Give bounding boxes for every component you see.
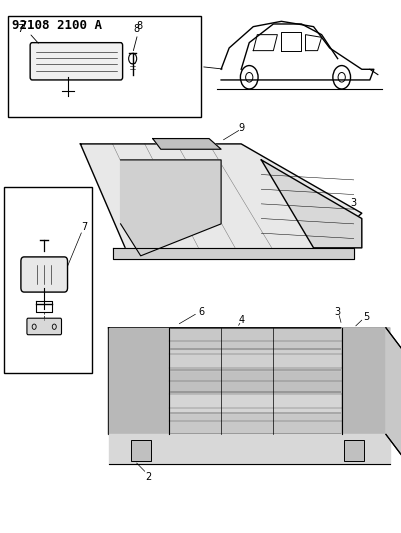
Polygon shape xyxy=(80,144,361,256)
Polygon shape xyxy=(120,160,221,256)
FancyBboxPatch shape xyxy=(27,318,61,335)
Text: 6: 6 xyxy=(197,307,204,317)
Text: 4: 4 xyxy=(237,315,244,325)
Text: 7: 7 xyxy=(20,21,38,43)
Bar xyxy=(4,187,92,373)
Polygon shape xyxy=(152,139,221,149)
Bar xyxy=(8,16,200,117)
Text: 7: 7 xyxy=(81,222,87,231)
Polygon shape xyxy=(108,328,168,434)
Text: 9: 9 xyxy=(237,123,244,133)
Text: 92108 2100 A: 92108 2100 A xyxy=(12,19,102,31)
Bar xyxy=(130,440,150,461)
FancyBboxPatch shape xyxy=(30,43,122,80)
Polygon shape xyxy=(341,328,389,434)
Text: 3: 3 xyxy=(350,198,356,207)
FancyBboxPatch shape xyxy=(21,257,67,292)
Polygon shape xyxy=(261,160,361,248)
Text: 7: 7 xyxy=(17,25,23,34)
Text: 8: 8 xyxy=(133,25,140,34)
Text: 2: 2 xyxy=(145,472,152,482)
Text: 8: 8 xyxy=(133,21,142,51)
Polygon shape xyxy=(108,434,389,464)
Bar xyxy=(343,440,363,461)
Polygon shape xyxy=(385,328,401,456)
Text: 3: 3 xyxy=(334,307,340,317)
Polygon shape xyxy=(108,328,389,434)
Text: 5: 5 xyxy=(362,312,368,322)
